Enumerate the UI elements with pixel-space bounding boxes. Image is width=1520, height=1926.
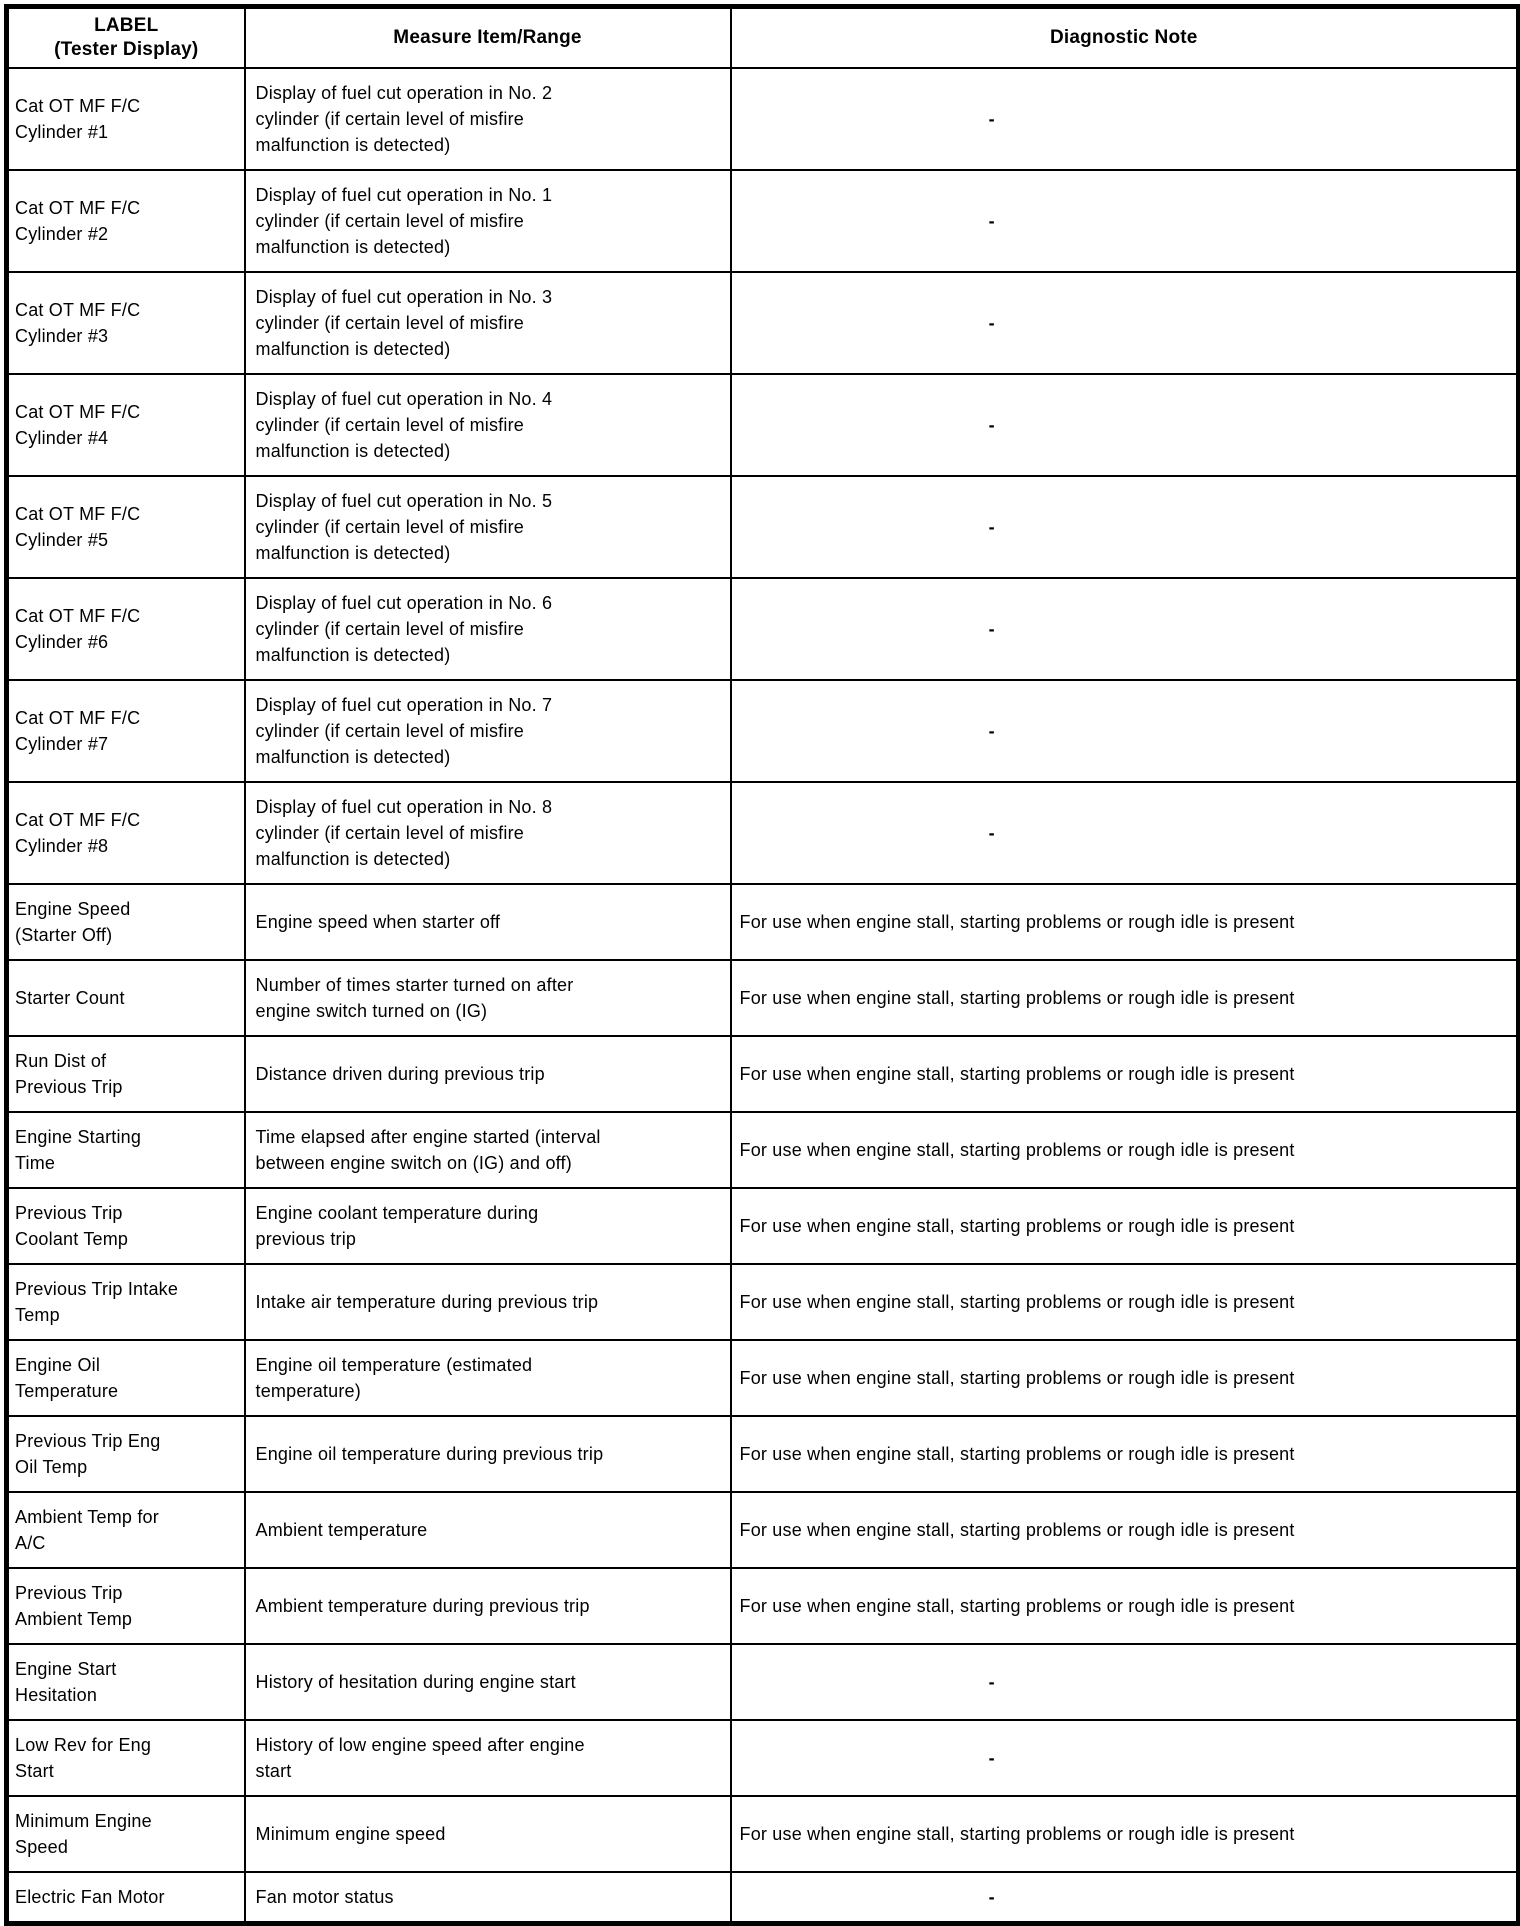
note-cell: For use when engine stall, starting prob… [729,1035,1520,1113]
measure-cell: Ambient temperature [243,1491,732,1569]
table-row: Cat OT MF F/C Cylinder #6 Display of fuel… [5,577,1520,681]
label-cell: Cat OT MF F/C Cylinder #1 [5,67,246,171]
table-body: Cat OT MF F/C Cylinder #1 Display of fuel… [5,67,1520,1925]
measure-cell: Minimum engine speed [243,1795,732,1873]
table-row: Engine Oil Temperature Engine oil tempera… [5,1339,1520,1417]
label-cell: Previous Trip Ambient Temp [5,1567,246,1645]
note-cell: For use when engine stall, starting prob… [729,1795,1520,1873]
table-row: Cat OT MF F/C Cylinder #3 Display of fuel… [5,271,1520,375]
table-row: Starter Count Number of times starter tur… [5,959,1520,1037]
label-cell: Previous Trip Coolant Temp [5,1187,246,1265]
label-cell: Previous Trip Eng Oil Temp [5,1415,246,1493]
note-cell: - [729,1719,1520,1797]
table-row: Low Rev for Eng Start History of low engi… [5,1719,1520,1797]
table-row: Engine Speed (Starter Off) Engine speed w… [5,883,1520,961]
measure-cell: Distance driven during previous trip [243,1035,732,1113]
measure-cell: Display of fuel cut operation in No. 6 c… [243,577,732,681]
measure-cell: Display of fuel cut operation in No. 2 c… [243,67,732,171]
note-cell: - [729,475,1520,579]
table-row: Cat OT MF F/C Cylinder #5 Display of fuel… [5,475,1520,579]
label-cell: Cat OT MF F/C Cylinder #7 [5,679,246,783]
column-header-measure-item-range: Measure Item/Range [243,5,732,69]
measure-cell: Number of times starter turned on after … [243,959,732,1037]
measure-cell: Ambient temperature during previous trip [243,1567,732,1645]
label-cell: Cat OT MF F/C Cylinder #2 [5,169,246,273]
label-cell: Previous Trip Intake Temp [5,1263,246,1341]
measure-cell: Display of fuel cut operation in No. 1 c… [243,169,732,273]
table-row: Previous Trip Eng Oil Temp Engine oil tem… [5,1415,1520,1493]
label-cell: Cat OT MF F/C Cylinder #8 [5,781,246,885]
measure-cell: Display of fuel cut operation in No. 4 c… [243,373,732,477]
note-cell: For use when engine stall, starting prob… [729,1567,1520,1645]
table-row: Cat OT MF F/C Cylinder #2 Display of fuel… [5,169,1520,273]
label-cell: Cat OT MF F/C Cylinder #4 [5,373,246,477]
note-cell: For use when engine stall, starting prob… [729,1415,1520,1493]
measure-cell: Display of fuel cut operation in No. 3 c… [243,271,732,375]
note-cell: For use when engine stall, starting prob… [729,1491,1520,1569]
note-cell: - [729,781,1520,885]
note-cell: For use when engine stall, starting prob… [729,1187,1520,1265]
measure-cell: Display of fuel cut operation in No. 8 c… [243,781,732,885]
measure-cell: Fan motor status [243,1871,732,1925]
label-cell: Low Rev for Eng Start [5,1719,246,1797]
table-row: Previous Trip Intake Temp Intake air temp… [5,1263,1520,1341]
label-cell: Electric Fan Motor [5,1871,246,1925]
table-row: Engine Starting Time Time elapsed after e… [5,1111,1520,1189]
table-row: Run Dist of Previous Trip Distance driven… [5,1035,1520,1113]
column-header-diagnostic-note: Diagnostic Note [729,5,1520,69]
label-cell: Starter Count [5,959,246,1037]
table-header: LABEL (Tester Display) Measure Item/Rang… [5,5,1520,69]
measure-cell: Engine coolant temperature during previo… [243,1187,732,1265]
note-cell: For use when engine stall, starting prob… [729,1263,1520,1341]
measure-cell: History of low engine speed after engine… [243,1719,732,1797]
note-cell: For use when engine stall, starting prob… [729,959,1520,1037]
measure-cell: History of hesitation during engine star… [243,1643,732,1721]
note-cell: - [729,169,1520,273]
label-cell: Minimum Engine Speed [5,1795,246,1873]
note-cell: - [729,271,1520,375]
table-row: Previous Trip Coolant Temp Engine coolant… [5,1187,1520,1265]
note-cell: - [729,1643,1520,1721]
note-cell: - [729,1871,1520,1925]
label-cell: Engine Oil Temperature [5,1339,246,1417]
table-row: Ambient Temp for A/C Ambient temperature F… [5,1491,1520,1569]
label-cell: Engine Starting Time [5,1111,246,1189]
table-row: Electric Fan Motor Fan motor status - [5,1871,1520,1925]
measure-cell: Engine oil temperature (estimated temper… [243,1339,732,1417]
label-cell: Cat OT MF F/C Cylinder #5 [5,475,246,579]
table-row: Cat OT MF F/C Cylinder #4 Display of fuel… [5,373,1520,477]
note-cell: - [729,679,1520,783]
label-cell: Cat OT MF F/C Cylinder #3 [5,271,246,375]
measure-cell: Intake air temperature during previous t… [243,1263,732,1341]
measure-cell: Display of fuel cut operation in No. 5 c… [243,475,732,579]
note-cell: For use when engine stall, starting prob… [729,1339,1520,1417]
measure-cell: Engine oil temperature during previous t… [243,1415,732,1493]
table-row: Cat OT MF F/C Cylinder #1 Display of fuel… [5,67,1520,171]
table-row: Previous Trip Ambient Temp Ambient temper… [5,1567,1520,1645]
note-cell: For use when engine stall, starting prob… [729,883,1520,961]
note-cell: - [729,373,1520,477]
diagnostic-data-table: LABEL (Tester Display) Measure Item/Rang… [4,4,1520,1926]
label-cell: Run Dist of Previous Trip [5,1035,246,1113]
table-row: Minimum Engine Speed Minimum engine speed… [5,1795,1520,1873]
table-row: Engine Start Hesitation History of hesita… [5,1643,1520,1721]
measure-cell: Time elapsed after engine started (inter… [243,1111,732,1189]
measure-cell: Display of fuel cut operation in No. 7 c… [243,679,732,783]
header-row: LABEL (Tester Display) Measure Item/Rang… [5,5,1520,69]
label-cell: Engine Speed (Starter Off) [5,883,246,961]
measure-cell: Engine speed when starter off [243,883,732,961]
column-header-label: LABEL (Tester Display) [5,5,246,69]
label-cell: Engine Start Hesitation [5,1643,246,1721]
table-row: Cat OT MF F/C Cylinder #8 Display of fuel… [5,781,1520,885]
note-cell: - [729,67,1520,171]
label-cell: Cat OT MF F/C Cylinder #6 [5,577,246,681]
note-cell: - [729,577,1520,681]
label-cell: Ambient Temp for A/C [5,1491,246,1569]
note-cell: For use when engine stall, starting prob… [729,1111,1520,1189]
table-row: Cat OT MF F/C Cylinder #7 Display of fuel… [5,679,1520,783]
